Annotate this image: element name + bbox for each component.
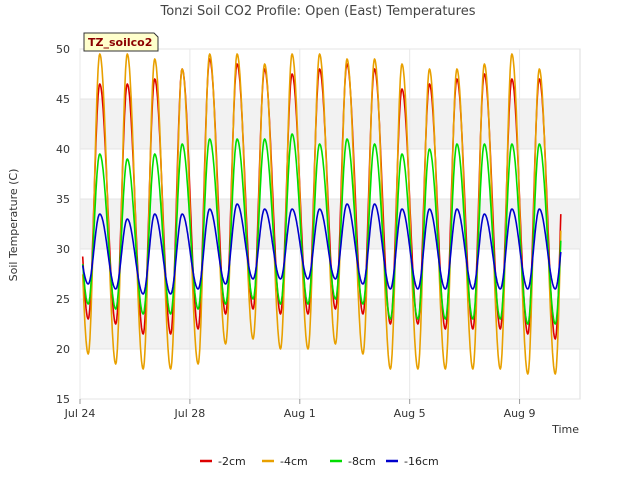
series-line-neg16cm bbox=[81, 203, 562, 295]
y-tick-label: 35 bbox=[56, 193, 70, 206]
x-tick-label: Aug 1 bbox=[284, 407, 316, 420]
x-tick-label: Jul 24 bbox=[64, 407, 96, 420]
series-line-neg8cm bbox=[81, 133, 562, 325]
y-axis-label: Soil Temperature (C) bbox=[7, 169, 20, 282]
badge-box bbox=[83, 32, 159, 52]
x-tick-label: Aug 5 bbox=[394, 407, 426, 420]
series-lines bbox=[81, 53, 562, 375]
series-line-neg4cm bbox=[81, 53, 562, 375]
x-axis-label: Time bbox=[551, 423, 579, 436]
y-tick-label: 30 bbox=[56, 243, 70, 256]
x-tick-label: Jul 28 bbox=[174, 407, 206, 420]
y-band bbox=[80, 299, 580, 349]
legend-label: -2cm bbox=[218, 455, 246, 468]
plot-area bbox=[79, 48, 581, 400]
legend-label: -8cm bbox=[348, 455, 376, 468]
y-tick-label: 50 bbox=[56, 43, 70, 56]
y-tick-label: 20 bbox=[56, 343, 70, 356]
badge-label: TZ_soilco2 bbox=[88, 36, 152, 49]
legend-label: -16cm bbox=[404, 455, 439, 468]
y-tick-label: 45 bbox=[56, 93, 70, 106]
dataset-badge: TZ_soilco2 bbox=[83, 32, 159, 52]
y-tick-label: 40 bbox=[56, 143, 70, 156]
y-tick-label: 25 bbox=[56, 293, 70, 306]
y-bands bbox=[80, 99, 580, 349]
chart-title: Tonzi Soil CO2 Profile: Open (East) Temp… bbox=[159, 4, 475, 19]
y-axis-ticks: 15 20 25 30 35 40 45 50 bbox=[56, 43, 70, 406]
y-band bbox=[80, 99, 580, 149]
x-axis-ticks: Jul 24 Jul 28 Aug 1 Aug 5 Aug 9 bbox=[64, 399, 536, 420]
y-tick-label: 15 bbox=[56, 393, 70, 406]
legend: -2cm -4cm -8cm -16cm bbox=[200, 455, 439, 468]
legend-label: -4cm bbox=[280, 455, 308, 468]
x-tick-label: Aug 9 bbox=[504, 407, 536, 420]
